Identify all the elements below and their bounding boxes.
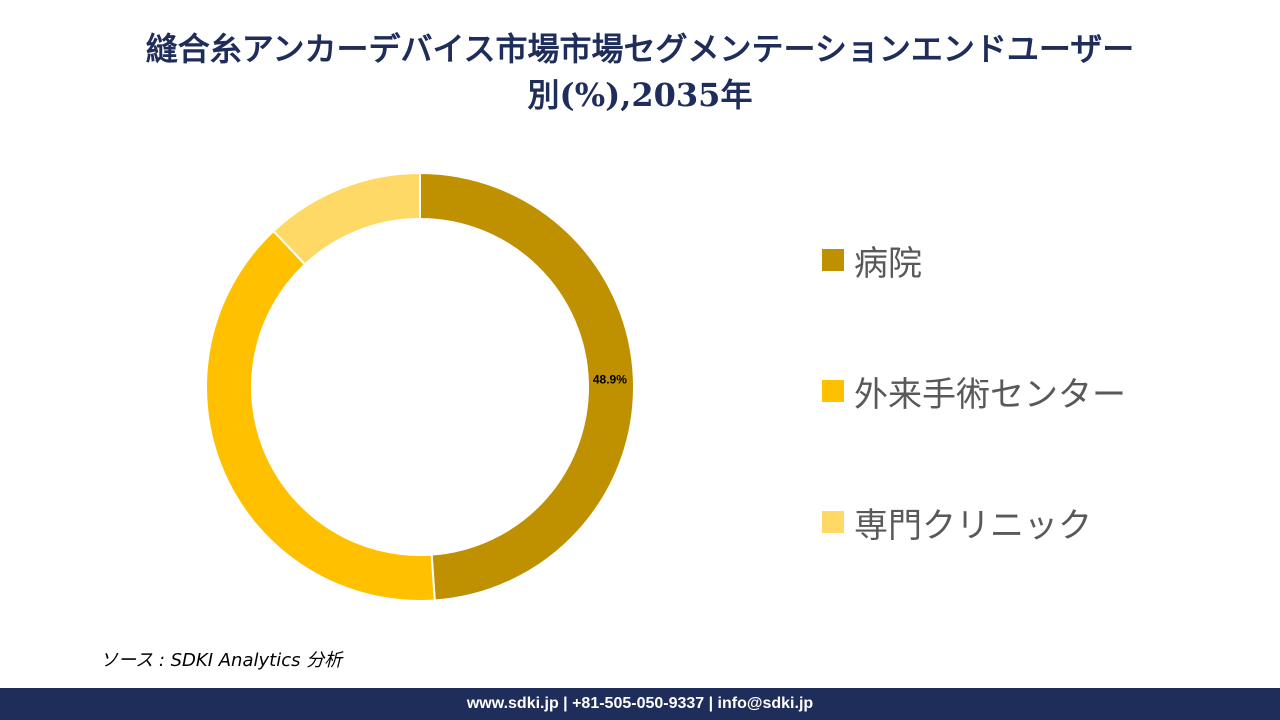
data-label-hospital: 48.9% — [593, 373, 627, 387]
legend: 病院 外来手術センター 専門クリニック — [822, 236, 1262, 629]
source-note: ソース : SDKI Analytics 分析 — [100, 650, 343, 671]
legend-swatch-specialty-clinic — [822, 511, 844, 533]
legend-label-ambulatory-surgery-center: 外来手術センター — [854, 374, 1126, 415]
legend-swatch-hospital — [822, 249, 844, 271]
legend-item-hospital: 病院 — [822, 236, 1262, 284]
legend-item-specialty-clinic: 専門クリニック — [822, 498, 1262, 546]
donut-slice-ambulatory-surgery-center — [205, 229, 436, 602]
donut-slice-specialty-clinic — [272, 171, 421, 266]
chart-title-line-1: 縫合糸アンカーデバイス市場市場セグメンテーションエンドユーザー — [145, 30, 1135, 68]
donut-slice-hospital — [419, 171, 635, 602]
legend-swatch-ambulatory-surgery-center — [822, 380, 844, 402]
chart-title-line-2: 別(%),2035年 — [527, 76, 753, 114]
chart-title: 縫合糸アンカーデバイス市場市場セグメンテーションエンドユーザー 別(%),203… — [40, 26, 1240, 118]
legend-label-hospital: 病院 — [854, 243, 922, 284]
legend-label-specialty-clinic: 専門クリニック — [854, 505, 1092, 546]
footer-contact-bar: www.sdki.jp | +81-505-050-9337 | info@sd… — [0, 688, 1280, 720]
legend-item-ambulatory-surgery-center: 外来手術センター — [822, 367, 1262, 415]
